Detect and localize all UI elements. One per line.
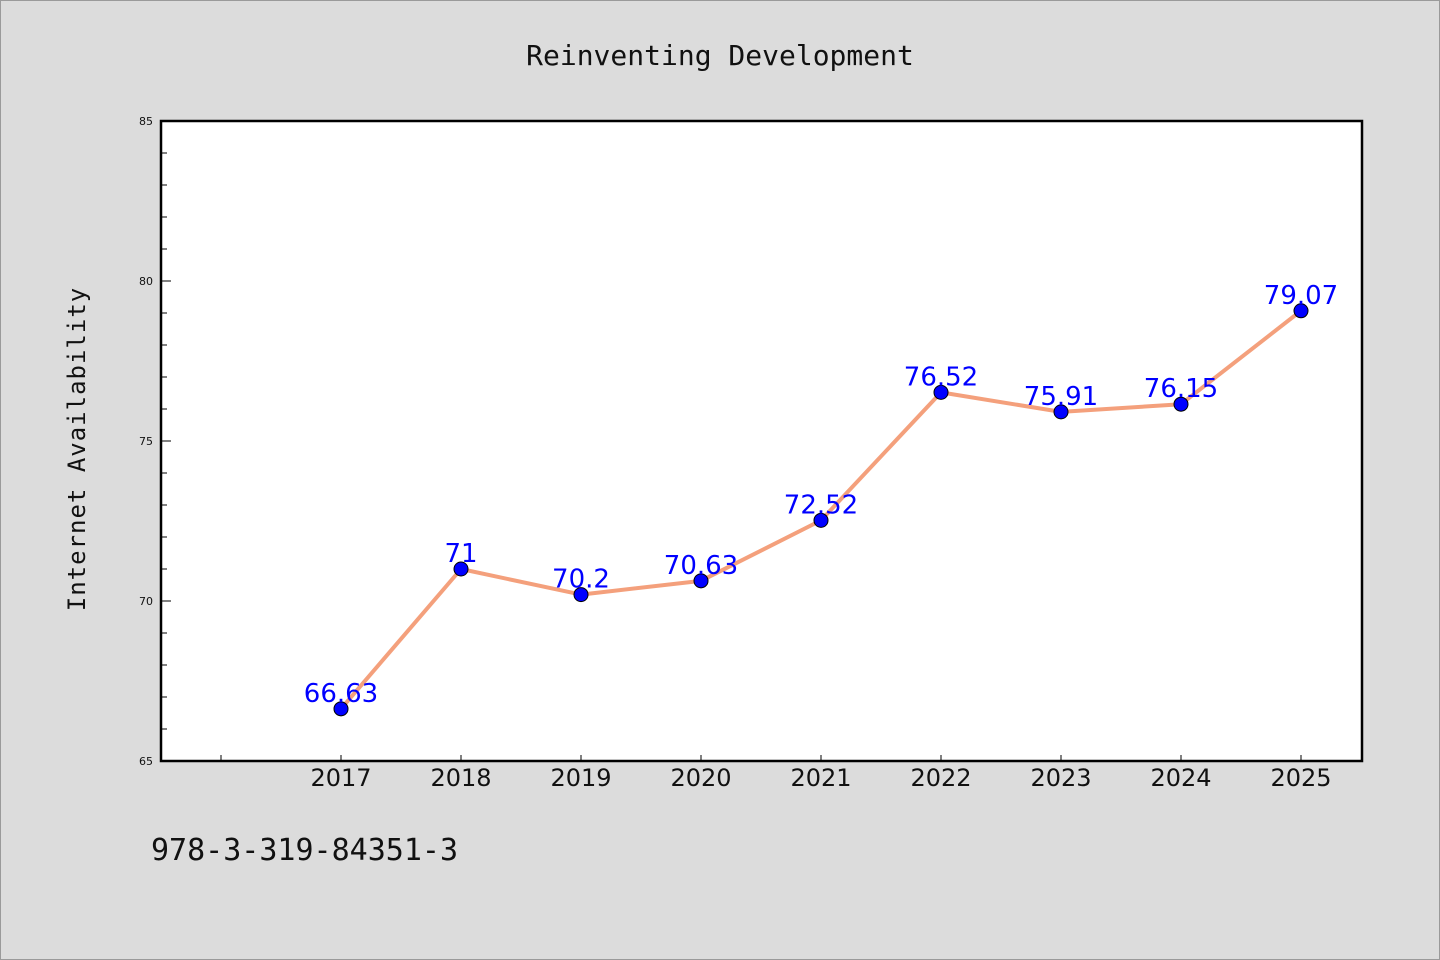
y-axis-label: Internet Availability [63,287,91,611]
x-tick-label: 2020 [670,764,731,792]
x-tick-label: 2018 [430,764,491,792]
data-points [333,303,1309,717]
data-label: 75.91 [1024,382,1098,412]
x-tick-label: 2017 [310,764,371,792]
plot-area [159,119,1364,763]
data-label: 70.2 [552,565,610,595]
data-label: 76.52 [904,362,978,392]
x-tick-label: 2021 [790,764,851,792]
y-tick-label: 70 [139,595,153,608]
data-point [813,512,829,528]
data-point [693,573,709,589]
data-label: 71 [444,539,477,569]
y-tick-label: 80 [139,275,153,288]
data-point [1053,404,1069,420]
x-tick-label: 2025 [1270,764,1331,792]
data-label: 66.63 [304,679,378,709]
x-tick-label: 2023 [1030,764,1091,792]
y-tick-label: 65 [139,755,153,768]
data-point [573,587,589,603]
x-tick-label: 2022 [910,764,971,792]
x-tick-label: 2024 [1150,764,1211,792]
data-point [333,701,349,717]
chart-title: Reinventing Development [526,39,914,72]
data-label: 76.15 [1144,374,1218,404]
data-point [1173,396,1189,412]
x-tick-label: 2019 [550,764,611,792]
data-label: 70.63 [664,551,738,581]
data-label: 79.07 [1264,281,1338,311]
x-axis-ticks: 2017 2018 2019 2020 2021 2022 2023 2024 2025 [220,755,1332,792]
data-point [453,561,469,577]
isbn-text: 978-3-319-84351-3 [151,833,459,868]
data-labels: 66.63 71 70.2 70.63 72.52 76.52 75.91 76.15 79.0… [304,281,1338,709]
y-axis-ticks: 65 70 75 80 85 [139,115,171,768]
data-label: 72.52 [784,490,858,520]
y-tick-label: 75 [139,435,153,448]
data-point [933,384,949,400]
y-tick-label: 85 [139,115,153,128]
data-point [1293,303,1309,319]
